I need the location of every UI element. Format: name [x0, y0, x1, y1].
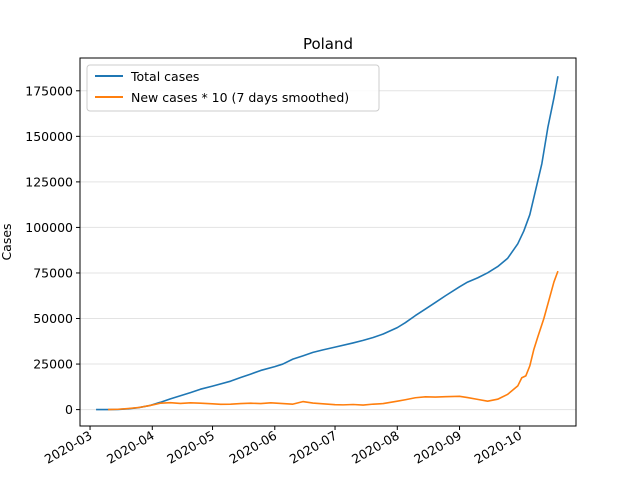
y-tick-label: 175000	[25, 83, 73, 98]
y-tick-label: 75000	[33, 265, 73, 280]
legend-box	[86, 64, 380, 112]
series-layer	[96, 76, 559, 411]
y-tick-label: 100000	[25, 220, 73, 235]
legend-label-total-cases: Total cases	[130, 69, 199, 84]
series-line-new-cases	[108, 270, 559, 411]
chart-title: Poland	[303, 35, 353, 53]
y-tick-label: 125000	[25, 174, 73, 189]
y-axis-label: Cases	[0, 223, 14, 260]
legend: Total cases New cases * 10 (7 days smoot…	[86, 64, 380, 112]
y-tick-label: 150000	[25, 129, 73, 144]
legend-label-new-cases: New cases * 10 (7 days smoothed)	[131, 90, 349, 105]
y-axis: 0 25000 50000 75000 100000 125000 150000 175000	[25, 83, 80, 417]
plot-frame	[79, 57, 577, 427]
series-line-total-cases	[96, 76, 559, 411]
y-tick-label: 50000	[33, 311, 73, 326]
y-tick-label: 25000	[33, 357, 73, 372]
y-tick-label: 0	[65, 402, 73, 417]
